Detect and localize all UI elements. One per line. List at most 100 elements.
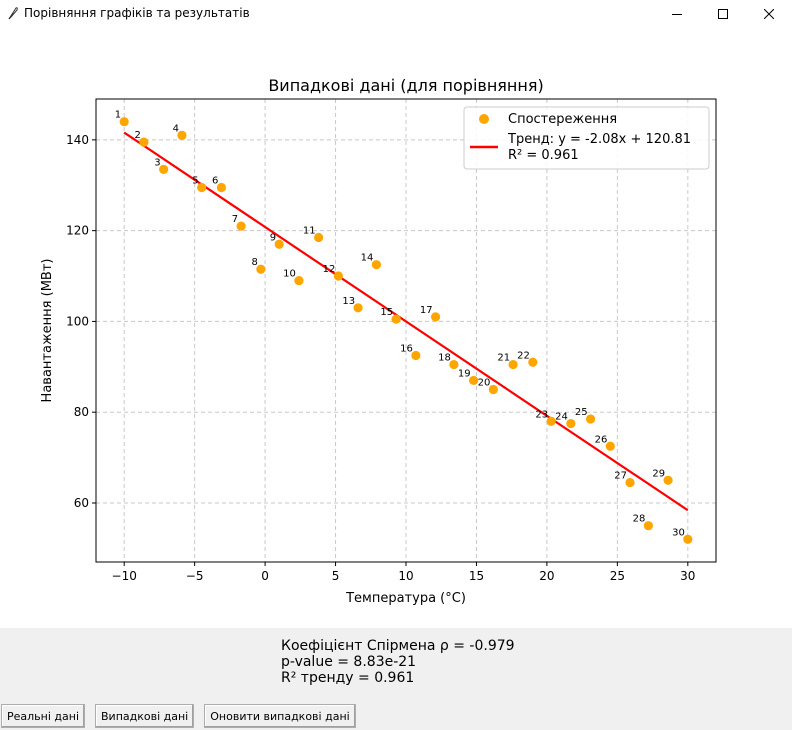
- stats-block: Коефіцієнт Спірмена ρ = -0.979 p-value =…: [281, 638, 515, 686]
- chart-title: Випадкові дані (для порівняння): [268, 76, 543, 95]
- data-point: [508, 359, 518, 370]
- data-point: [256, 264, 266, 274]
- point-label: 18: [438, 353, 451, 364]
- data-point: [391, 314, 401, 324]
- y-tick-label: 100: [66, 314, 89, 328]
- data-point: [411, 350, 421, 361]
- data-point: [159, 164, 169, 174]
- data-point: [430, 312, 441, 322]
- point-label: 26: [595, 434, 608, 445]
- data-point: [585, 414, 596, 424]
- close-icon: [763, 4, 775, 23]
- data-point: [449, 359, 459, 370]
- data-point: [469, 375, 479, 386]
- data-point: [625, 477, 635, 488]
- point-label: 22: [517, 350, 530, 361]
- data-point: [605, 441, 615, 451]
- data-point: [236, 221, 246, 231]
- point-label: 30: [672, 527, 685, 538]
- feather-icon: [6, 6, 20, 20]
- x-axis-label: Температура (°C): [345, 591, 466, 606]
- y-tick-label: 80: [74, 405, 89, 419]
- window-controls: [654, 0, 792, 26]
- x-tick-label: 25: [610, 569, 625, 583]
- data-point: [566, 418, 576, 429]
- x-tick-label: −10: [112, 569, 137, 583]
- results-panel: Коефіцієнт Спірмена ρ = -0.979 p-value =…: [0, 628, 792, 730]
- data-point: [546, 416, 556, 426]
- y-tick-label: 140: [66, 133, 89, 147]
- y-tick-label: 120: [66, 224, 89, 238]
- x-tick-label: −5: [186, 569, 204, 583]
- data-point: [216, 182, 227, 193]
- point-label: 8: [251, 257, 257, 268]
- data-point: [119, 117, 129, 127]
- point-label: 29: [652, 468, 665, 479]
- point-label: 2: [135, 130, 141, 141]
- data-point: [643, 521, 653, 531]
- legend-entry-trend: Тренд: y = -2.08x + 120.81: [507, 132, 691, 147]
- real-data-button[interactable]: Реальні дані: [1, 704, 85, 728]
- point-label: 5: [192, 176, 198, 187]
- data-point: [314, 232, 324, 243]
- close-button[interactable]: [746, 0, 792, 26]
- point-label: 19: [458, 368, 471, 379]
- maximize-icon: [718, 4, 728, 23]
- maximize-button[interactable]: [700, 0, 746, 26]
- data-point: [528, 357, 538, 367]
- data-point: [274, 239, 284, 249]
- window-titlebar: Порівняння графіків та результатів: [0, 0, 792, 26]
- pvalue-text: p-value = 8.83e-21: [281, 654, 417, 670]
- point-label: 11: [303, 225, 316, 236]
- random-data-button[interactable]: Випадкові дані: [95, 704, 195, 728]
- point-label: 1: [115, 110, 121, 121]
- point-label: 10: [283, 269, 296, 280]
- point-label: 14: [361, 253, 374, 264]
- trend-line-layer: [123, 131, 689, 512]
- y-axis-label: Навантаження (МВт): [40, 259, 55, 403]
- point-label: 24: [555, 412, 568, 423]
- legend-box: [463, 106, 710, 170]
- point-label: 28: [633, 514, 646, 525]
- refresh-random-button[interactable]: Оновити випадкові дані: [204, 704, 356, 728]
- point-label: 3: [154, 157, 160, 168]
- data-point: [197, 182, 207, 193]
- data-point: [353, 303, 363, 313]
- legend-scatter-marker: [479, 114, 489, 124]
- point-label: 20: [478, 378, 491, 389]
- spearman-text: Коефіцієнт Спірмена ρ = -0.979: [281, 638, 515, 654]
- minimize-button[interactable]: [654, 0, 700, 26]
- point-label: 9: [270, 232, 276, 243]
- data-point: [683, 534, 693, 544]
- y-tick-label: 60: [74, 496, 89, 510]
- point-label: 17: [420, 305, 433, 316]
- point-label: 7: [232, 214, 238, 225]
- point-label: 6: [212, 176, 218, 187]
- data-point: [333, 271, 343, 281]
- point-label: 23: [535, 409, 548, 420]
- point-label: 27: [614, 471, 627, 482]
- x-tick-label: 0: [261, 569, 269, 583]
- data-point: [139, 137, 149, 147]
- x-tick-label: 20: [539, 569, 554, 583]
- trend-line: [123, 131, 689, 512]
- point-label: 21: [497, 353, 510, 364]
- data-point: [294, 275, 304, 286]
- button-row: Реальні дані Випадкові дані Оновити випа…: [1, 704, 356, 728]
- point-label: 25: [575, 407, 588, 418]
- data-point: [663, 475, 673, 485]
- r2-text: R² тренду = 0.961: [281, 670, 415, 686]
- point-label: 15: [380, 307, 393, 318]
- minimize-icon: [672, 4, 682, 23]
- x-tick-label: 10: [398, 569, 413, 583]
- legend-entry-observations: Спостереження: [508, 112, 617, 127]
- x-tick-label: 5: [332, 569, 340, 583]
- data-point: [177, 130, 187, 140]
- point-label: 4: [173, 123, 179, 134]
- point-label: 12: [323, 264, 336, 275]
- x-tick-label: 30: [680, 569, 695, 583]
